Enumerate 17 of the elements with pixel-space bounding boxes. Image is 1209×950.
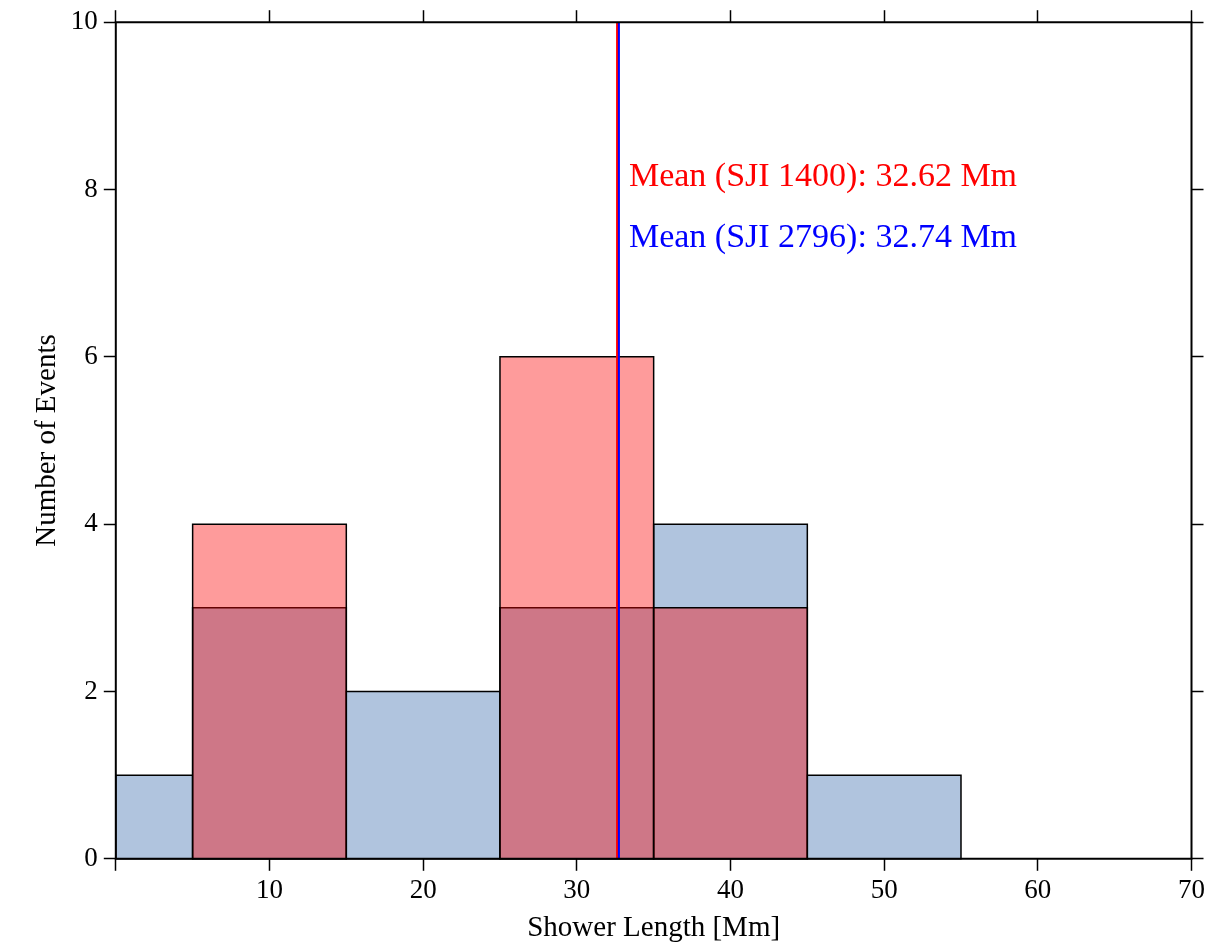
x-axis-title: Shower Length [Mm] [527,910,781,943]
ref-line-label: Mean (SJI 2796): 32.74 Mm [628,216,1018,255]
y-tick-label: 4 [84,507,99,538]
x-tick-label: 50 [870,874,898,905]
y-tick-label: 10 [70,5,98,36]
x-tick-label: 10 [255,874,283,905]
x-tick-label: 20 [409,874,437,905]
x-tick-label: 40 [716,874,744,905]
x-tick-label: 30 [563,874,591,905]
x-tick-label: 60 [1024,874,1052,905]
y-tick-label: 8 [84,172,98,203]
ref-line-label: Mean (SJI 1400): 32.62 Mm [628,155,1018,194]
x-tick-label: 70 [1178,874,1205,905]
y-axis-title: Number of Events [29,334,62,547]
y-tick-label: 0 [84,841,98,872]
y-tick-label: 6 [84,339,98,370]
y-tick-label: 2 [84,674,98,705]
